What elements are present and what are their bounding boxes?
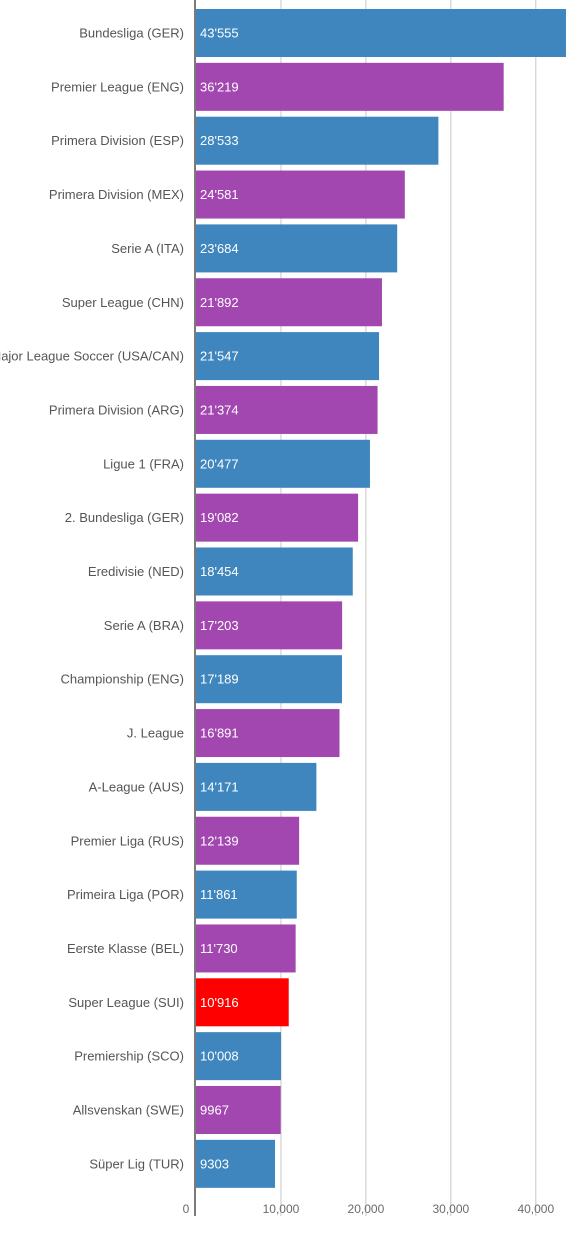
bar-row-super-league-sui: Super League (SUI) 10'916 <box>68 978 289 1027</box>
x-tick-label: 10,000 <box>263 1202 300 1216</box>
category-label: Bundesliga (GER) <box>79 26 184 41</box>
value-label: 21'892 <box>200 295 239 310</box>
axes: 0 10,000 20,000 30,000 40,000 <box>183 0 554 1216</box>
bar-a-league-aus <box>196 762 317 811</box>
value-label: 10'916 <box>200 995 239 1010</box>
value-label: 17'189 <box>200 672 239 687</box>
category-label: Premier League (ENG) <box>51 79 184 94</box>
bar-serie-a-bra <box>196 601 343 650</box>
category-label: Premiership (SCO) <box>74 1049 184 1064</box>
bar-eredivisie-ned <box>196 547 353 596</box>
bar-j-league <box>196 709 340 758</box>
bar-row-2-bundesliga-ger: 2. Bundesliga (GER) 19'082 <box>65 493 359 542</box>
category-label: Serie A (BRA) <box>104 618 184 633</box>
bar-row-primera-division-mex: Primera Division (MEX) 24'581 <box>49 170 405 219</box>
bar-row-primera-division-arg: Primera Division (ARG) 21'374 <box>49 385 378 434</box>
bar-row-premier-liga-rus: Premier Liga (RUS) 12'139 <box>71 816 300 865</box>
value-label: 18'454 <box>200 564 239 579</box>
bar-row-bundesliga-ger: Bundesliga (GER) 43'555 <box>79 9 566 57</box>
category-label: Eredivisie (NED) <box>88 564 184 579</box>
category-label: Eerste Klasse (BEL) <box>67 941 184 956</box>
category-label: Süper Lig (TUR) <box>89 1156 184 1171</box>
x-tick-label: 40,000 <box>517 1202 554 1216</box>
x-tick-label: 30,000 <box>432 1202 469 1216</box>
value-label: 21'547 <box>200 349 239 364</box>
value-label: 11'730 <box>200 941 238 956</box>
bar-s-per-lig-tur <box>196 1139 276 1188</box>
bar-super-league-chn <box>196 278 382 327</box>
value-label: 20'477 <box>200 456 239 471</box>
value-label: 43'555 <box>200 26 239 41</box>
bar-row-eerste-klasse-bel: Eerste Klasse (BEL) 11'730 <box>67 924 296 973</box>
value-label: 16'891 <box>200 726 239 741</box>
bar-ligue-1-fra <box>196 439 370 488</box>
bar-premier-league-eng <box>196 62 504 111</box>
category-label: Ligue 1 (FRA) <box>103 456 184 471</box>
bar-row-major-league-soccer-usa-can: Major League Soccer (USA/CAN) 21'547 <box>0 332 380 381</box>
category-label: Primera Division (ESP) <box>51 133 184 148</box>
bar-row-primeira-liga-por: Primeira Liga (POR) 11'861 <box>67 870 297 919</box>
value-label: 14'171 <box>200 779 239 794</box>
bar-bundesliga-ger <box>196 9 566 57</box>
bar-eerste-klasse-bel <box>196 924 296 973</box>
category-label: Primera Division (MEX) <box>49 187 184 202</box>
value-label: 36'219 <box>200 79 239 94</box>
bar-allsvenskan-swe <box>196 1086 281 1134</box>
bar-row-s-per-lig-tur: Süper Lig (TUR) 9303 <box>89 1139 276 1188</box>
bar-row-ligue-1-fra: Ligue 1 (FRA) 20'477 <box>103 439 370 488</box>
category-label: Championship (ENG) <box>60 672 184 687</box>
bar-2-bundesliga-ger <box>196 493 359 542</box>
bar-row-premier-league-eng: Premier League (ENG) 36'219 <box>51 62 504 111</box>
category-label: Allsvenskan (SWE) <box>73 1103 184 1118</box>
value-label: 11'861 <box>200 887 238 902</box>
category-label: Super League (SUI) <box>68 995 184 1010</box>
bar-row-championship-eng: Championship (ENG) 17'189 <box>60 655 343 704</box>
category-label: Super League (CHN) <box>62 295 184 310</box>
x-tick-label: 0 <box>183 1202 190 1216</box>
value-label: 12'139 <box>200 833 239 848</box>
bar-row-super-league-chn: Super League (CHN) 21'892 <box>62 278 382 327</box>
bar-serie-a-ita <box>196 224 398 273</box>
x-tick-label: 20,000 <box>348 1202 385 1216</box>
bar-row-premiership-sco: Premiership (SCO) 10'008 <box>74 1032 282 1081</box>
value-label: 9967 <box>200 1103 229 1118</box>
value-label: 17'203 <box>200 618 239 633</box>
bars: Bundesliga (GER) 43'555 Premier League (EN… <box>0 9 566 1188</box>
value-label: 28'533 <box>200 133 239 148</box>
category-label: 2. Bundesliga (GER) <box>65 510 184 525</box>
category-label: Premier Liga (RUS) <box>71 833 184 848</box>
bar-championship-eng <box>196 655 343 704</box>
bar-primera-division-mex <box>196 170 405 219</box>
bar-primeira-liga-por <box>196 870 297 919</box>
bar-super-league-sui <box>196 978 289 1027</box>
bar-row-serie-a-ita: Serie A (ITA) 23'684 <box>111 224 398 273</box>
category-label: Major League Soccer (USA/CAN) <box>0 349 184 364</box>
bar-primera-division-esp <box>196 116 439 165</box>
value-label: 21'374 <box>200 402 239 417</box>
bar-row-serie-a-bra: Serie A (BRA) 17'203 <box>104 601 343 650</box>
value-label: 10'008 <box>200 1049 239 1064</box>
bar-row-j-league: J. League 16'891 <box>127 709 340 758</box>
category-label: Primera Division (ARG) <box>49 402 184 417</box>
bar-primera-division-arg <box>196 385 378 434</box>
value-label: 19'082 <box>200 510 239 525</box>
bar-row-allsvenskan-swe: Allsvenskan (SWE) 9967 <box>73 1086 281 1134</box>
value-label: 23'684 <box>200 241 239 256</box>
value-label: 24'581 <box>200 187 239 202</box>
category-label: A-League (AUS) <box>89 779 184 794</box>
bar-row-primera-division-esp: Primera Division (ESP) 28'533 <box>51 116 439 165</box>
bar-row-a-league-aus: A-League (AUS) 14'171 <box>89 762 317 811</box>
value-label: 9303 <box>200 1156 229 1171</box>
category-label: Primeira Liga (POR) <box>67 887 184 902</box>
bar-major-league-soccer-usa-can <box>196 332 380 381</box>
bar-premier-liga-rus <box>196 816 300 865</box>
category-label: Serie A (ITA) <box>111 241 184 256</box>
bar-premiership-sco <box>196 1032 282 1081</box>
bar-row-eredivisie-ned: Eredivisie (NED) 18'454 <box>88 547 353 596</box>
category-label: J. League <box>127 726 184 741</box>
